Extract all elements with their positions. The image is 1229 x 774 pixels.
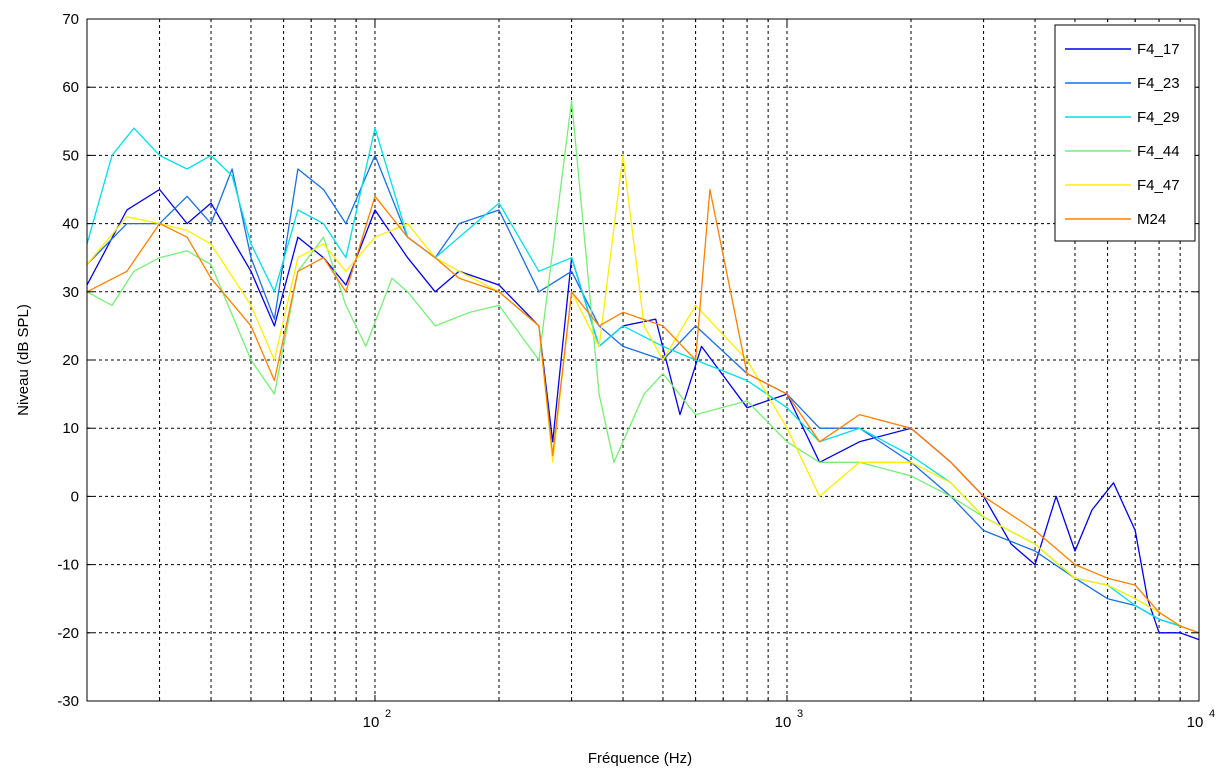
series-line-m24 xyxy=(86,188,1200,634)
y-tick-label: 40 xyxy=(62,216,79,233)
y-tick-label: -20 xyxy=(57,625,79,642)
y-tick-label: 0 xyxy=(71,488,79,505)
series-line-f4-23 xyxy=(86,154,1200,634)
series-line-f4-47 xyxy=(86,154,1200,634)
series-line-f4-17 xyxy=(86,188,1200,641)
x-axis-label: Fréquence (Hz) xyxy=(588,750,692,767)
legend-label: F4_44 xyxy=(1137,143,1180,160)
series-group xyxy=(86,100,1200,641)
legend-label: F4_23 xyxy=(1137,75,1180,92)
legend-label: F4_17 xyxy=(1137,41,1180,58)
y-tick-label: -10 xyxy=(57,557,79,574)
x-tick-label: 10 xyxy=(775,714,792,731)
legend-box xyxy=(1054,24,1196,242)
legend-label: F4_29 xyxy=(1137,109,1180,126)
x-axis: 10 2 10 3 10 4 xyxy=(159,19,1215,731)
y-tick-label: 20 xyxy=(62,352,79,369)
x-tick-label: 10 xyxy=(1187,714,1204,731)
y-tick-label: 10 xyxy=(62,420,79,437)
x-tick-exponent: 4 xyxy=(1209,708,1215,720)
plot-area xyxy=(87,19,1199,701)
y-tick-label: -30 xyxy=(57,693,79,710)
y-axis: -30 -20 -10 0 10 20 30 40 50 60 70 xyxy=(57,11,1199,710)
y-tick-label: 30 xyxy=(62,284,79,301)
legend-label: F4_47 xyxy=(1137,177,1180,194)
y-tick-label: 50 xyxy=(62,147,79,164)
x-tick-label: 10 xyxy=(363,714,380,731)
y-tick-label: 70 xyxy=(62,11,79,28)
x-tick-exponent: 2 xyxy=(385,708,391,720)
y-axis-label: Niveau (dB SPL) xyxy=(15,304,32,416)
legend-label: M24 xyxy=(1137,211,1166,228)
y-tick-label: 60 xyxy=(62,79,79,96)
legend: F4_17 F4_23 F4_29 F4_44 F4_47 M24 xyxy=(1054,24,1196,242)
x-tick-exponent: 3 xyxy=(797,708,803,720)
